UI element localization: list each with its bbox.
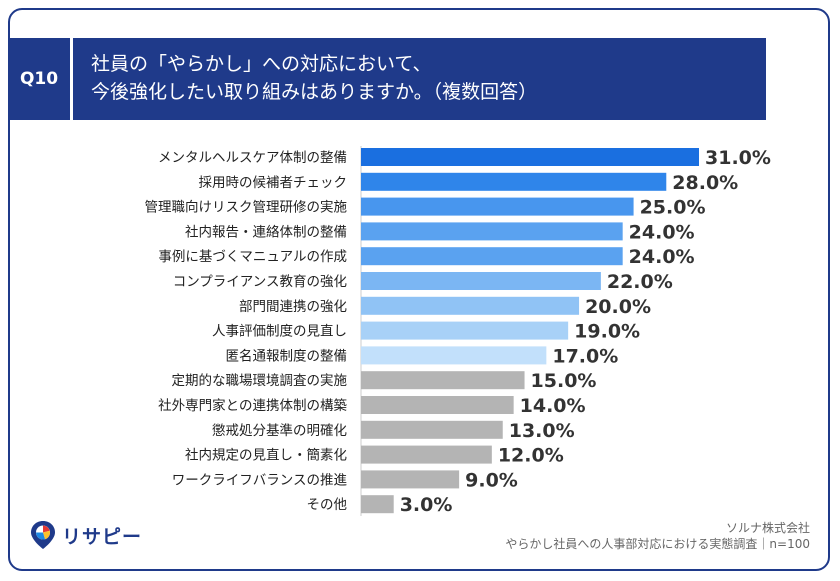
bar — [361, 148, 699, 166]
category-label: その他 — [307, 497, 348, 513]
data-label: 12.0% — [498, 445, 564, 467]
category-label: メンタルヘルスケア体制の整備 — [158, 150, 347, 166]
category-label: 匿名通報制度の整備 — [226, 348, 348, 364]
category-label: 管理職向けリスク管理研修の実施 — [145, 200, 348, 216]
category-label: 部門間連携の強化 — [239, 299, 347, 315]
source-survey: やらかし社員への人事部対応における実態調査｜n=100 — [505, 537, 810, 551]
data-label: 25.0% — [640, 197, 706, 219]
data-label: 14.0% — [520, 395, 586, 417]
data-label: 31.0% — [705, 147, 771, 169]
data-label: 28.0% — [672, 172, 738, 194]
bar — [361, 396, 514, 414]
bar — [361, 272, 601, 290]
data-label: 17.0% — [552, 345, 618, 367]
bar — [361, 346, 547, 365]
bar — [361, 445, 492, 464]
question-title: 社員の「やらかし」への対応において、 今後強化したい取り組みはありますか。（複数… — [73, 38, 766, 120]
bar — [361, 296, 580, 315]
data-label: 15.0% — [531, 370, 597, 392]
bar — [361, 495, 394, 514]
category-label: コンプライアンス教育の強化 — [173, 274, 347, 290]
category-label: 事例に基づくマニュアルの作成 — [158, 248, 347, 265]
question-number-badge: Q10 — [8, 38, 70, 120]
source-company: ソルナ株式会社 — [725, 521, 810, 535]
data-label: 22.0% — [607, 271, 673, 293]
bar — [361, 197, 634, 216]
data-label: 3.0% — [400, 494, 453, 516]
question-title-line2: 今後強化したい取り組みはありますか。（複数回答） — [91, 81, 538, 103]
category-label: 懲戒処分基準の明確化 — [212, 422, 347, 439]
question-title-line1: 社員の「やらかし」への対応において、 — [91, 53, 432, 75]
bar — [361, 172, 667, 191]
data-label: 13.0% — [509, 420, 575, 442]
category-label: 採用時の候補者チェック — [199, 175, 348, 191]
data-label: 24.0% — [629, 246, 695, 268]
category-label: 人事評価制度の見直し — [212, 324, 347, 340]
bar — [361, 222, 623, 241]
bar — [361, 371, 525, 390]
logo-text: リサピー — [62, 525, 143, 548]
data-label: 19.0% — [574, 321, 640, 343]
category-label: 定期的な職場環境調査の実施 — [172, 373, 348, 389]
source-note: ソルナ株式会社 やらかし社員への人事部対応における実態調査｜n=100 — [505, 520, 810, 552]
bar — [361, 470, 460, 489]
category-label: 社外専門家との連携体制の構築 — [158, 397, 347, 414]
category-label: 社内報告・連絡体制の整備 — [185, 224, 347, 240]
bar — [361, 420, 503, 439]
category-label: ワークライフバランスの推進 — [172, 472, 348, 488]
data-label: 9.0% — [465, 469, 518, 491]
location-pin-icon — [31, 521, 55, 549]
bar — [361, 247, 623, 266]
bar — [361, 321, 569, 340]
risapi-logo: リサピー — [30, 520, 142, 550]
data-label: 20.0% — [585, 296, 651, 318]
data-label: 24.0% — [629, 221, 695, 243]
category-label: 社内規定の見直し・簡素化 — [185, 448, 347, 464]
